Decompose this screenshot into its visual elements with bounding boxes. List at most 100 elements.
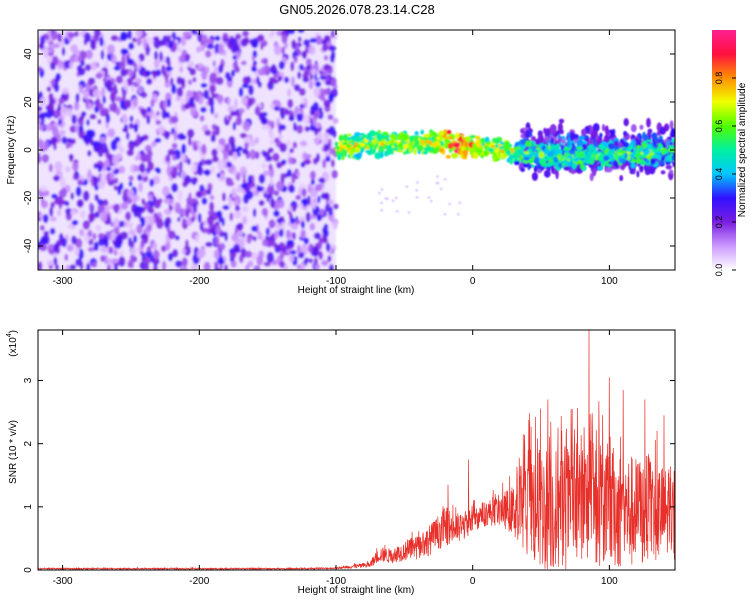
noise-blob [293, 84, 301, 92]
noise-blob [47, 244, 55, 250]
noise-blob [263, 57, 269, 65]
noise-blob [148, 206, 154, 215]
noise-blob [230, 69, 236, 77]
y-tick-label: -40 [23, 238, 34, 253]
signal-blob [600, 162, 606, 168]
noise-blob [49, 227, 56, 235]
faint-speck [415, 196, 419, 199]
noise-blob [211, 155, 219, 163]
signal-blob [462, 149, 469, 157]
noise-blob [207, 96, 212, 106]
noise-blob [152, 242, 158, 251]
noise-blob [132, 235, 138, 243]
noise-blob [206, 215, 215, 225]
noise-blob [41, 153, 50, 163]
noise-blob [124, 99, 132, 109]
signal-blob [484, 145, 488, 151]
noise-blob [57, 59, 64, 70]
noise-blob [129, 254, 134, 264]
noise-blob [187, 79, 193, 86]
noise-blob [173, 130, 178, 142]
signal-blob [596, 166, 604, 171]
noise-blob [330, 30, 335, 39]
signal-blob [634, 152, 642, 159]
signal-blob [459, 150, 463, 155]
band-blob [670, 128, 675, 138]
signal-blob [630, 162, 636, 169]
signal-blob [518, 144, 524, 148]
x-tick-label: 100 [601, 276, 618, 287]
spectrogram-x-ticks: -300 -200 -100 0 100 [53, 30, 618, 287]
noise-blob [38, 118, 42, 124]
noise-blob [84, 64, 92, 72]
noise-blob [207, 210, 213, 216]
signal-blob [376, 133, 383, 141]
noise-blob [140, 108, 147, 116]
noise-blob [187, 90, 194, 97]
noise-blob [256, 34, 265, 42]
signal-blob [636, 145, 641, 149]
noise-blob [160, 245, 167, 253]
signal-blob [483, 150, 489, 156]
y-tick-label: -20 [23, 190, 34, 205]
noise-blob [161, 64, 166, 76]
noise-blob [251, 55, 256, 61]
noise-blob [140, 152, 148, 163]
signal-blob [489, 142, 495, 146]
noise-blob [61, 47, 66, 56]
noise-blob [233, 169, 238, 176]
noise-blob [126, 149, 134, 157]
noise-blob [49, 206, 54, 217]
band-blob [531, 172, 539, 181]
noise-blob [303, 159, 311, 165]
noise-blob [79, 228, 85, 237]
noise-blob [94, 194, 99, 202]
colorbar-gradient [712, 30, 736, 270]
signal-blob [533, 153, 537, 157]
noise-blob [218, 64, 224, 74]
noise-blob [87, 169, 92, 178]
faint-speck [384, 197, 388, 200]
faint-speck [457, 212, 460, 216]
noise-blob [250, 252, 258, 260]
noise-blob [177, 190, 183, 202]
noise-blob [221, 217, 225, 227]
noise-blob [295, 194, 302, 201]
noise-blob [298, 87, 306, 97]
noise-blob [130, 84, 135, 93]
noise-blob [192, 76, 197, 83]
signal-blob [341, 148, 345, 153]
band-blob [643, 134, 649, 142]
signal-blob [464, 141, 468, 148]
noise-blob [88, 212, 96, 222]
noise-blob [228, 198, 233, 210]
noise-blob [240, 182, 248, 189]
noise-blob [330, 78, 337, 87]
noise-blob [50, 136, 58, 145]
band-blob [660, 170, 666, 175]
noise-blob [74, 246, 80, 256]
noise-blob [171, 153, 177, 161]
noise-blob [287, 156, 295, 165]
signal-blob [391, 147, 399, 151]
noise-blob [272, 152, 280, 162]
signal-blob [546, 162, 552, 168]
signal-blob [640, 158, 645, 166]
noise-blob [150, 98, 155, 108]
snr-y-scale-exponent: 4 [6, 333, 13, 337]
noise-blob [229, 252, 237, 259]
noise-blob [315, 206, 320, 214]
noise-blob [279, 250, 285, 260]
signal-blob [520, 146, 525, 153]
noise-blob [104, 158, 110, 168]
noise-blob [285, 139, 292, 147]
faint-speck [394, 196, 398, 200]
noise-blob [89, 113, 97, 120]
noise-blob [232, 121, 237, 131]
signal-blob [396, 134, 404, 141]
band-blob [576, 138, 584, 149]
signal-blob [618, 157, 624, 162]
noise-blob [70, 192, 75, 200]
noise-blob [332, 220, 338, 230]
signal-blob [635, 157, 642, 164]
